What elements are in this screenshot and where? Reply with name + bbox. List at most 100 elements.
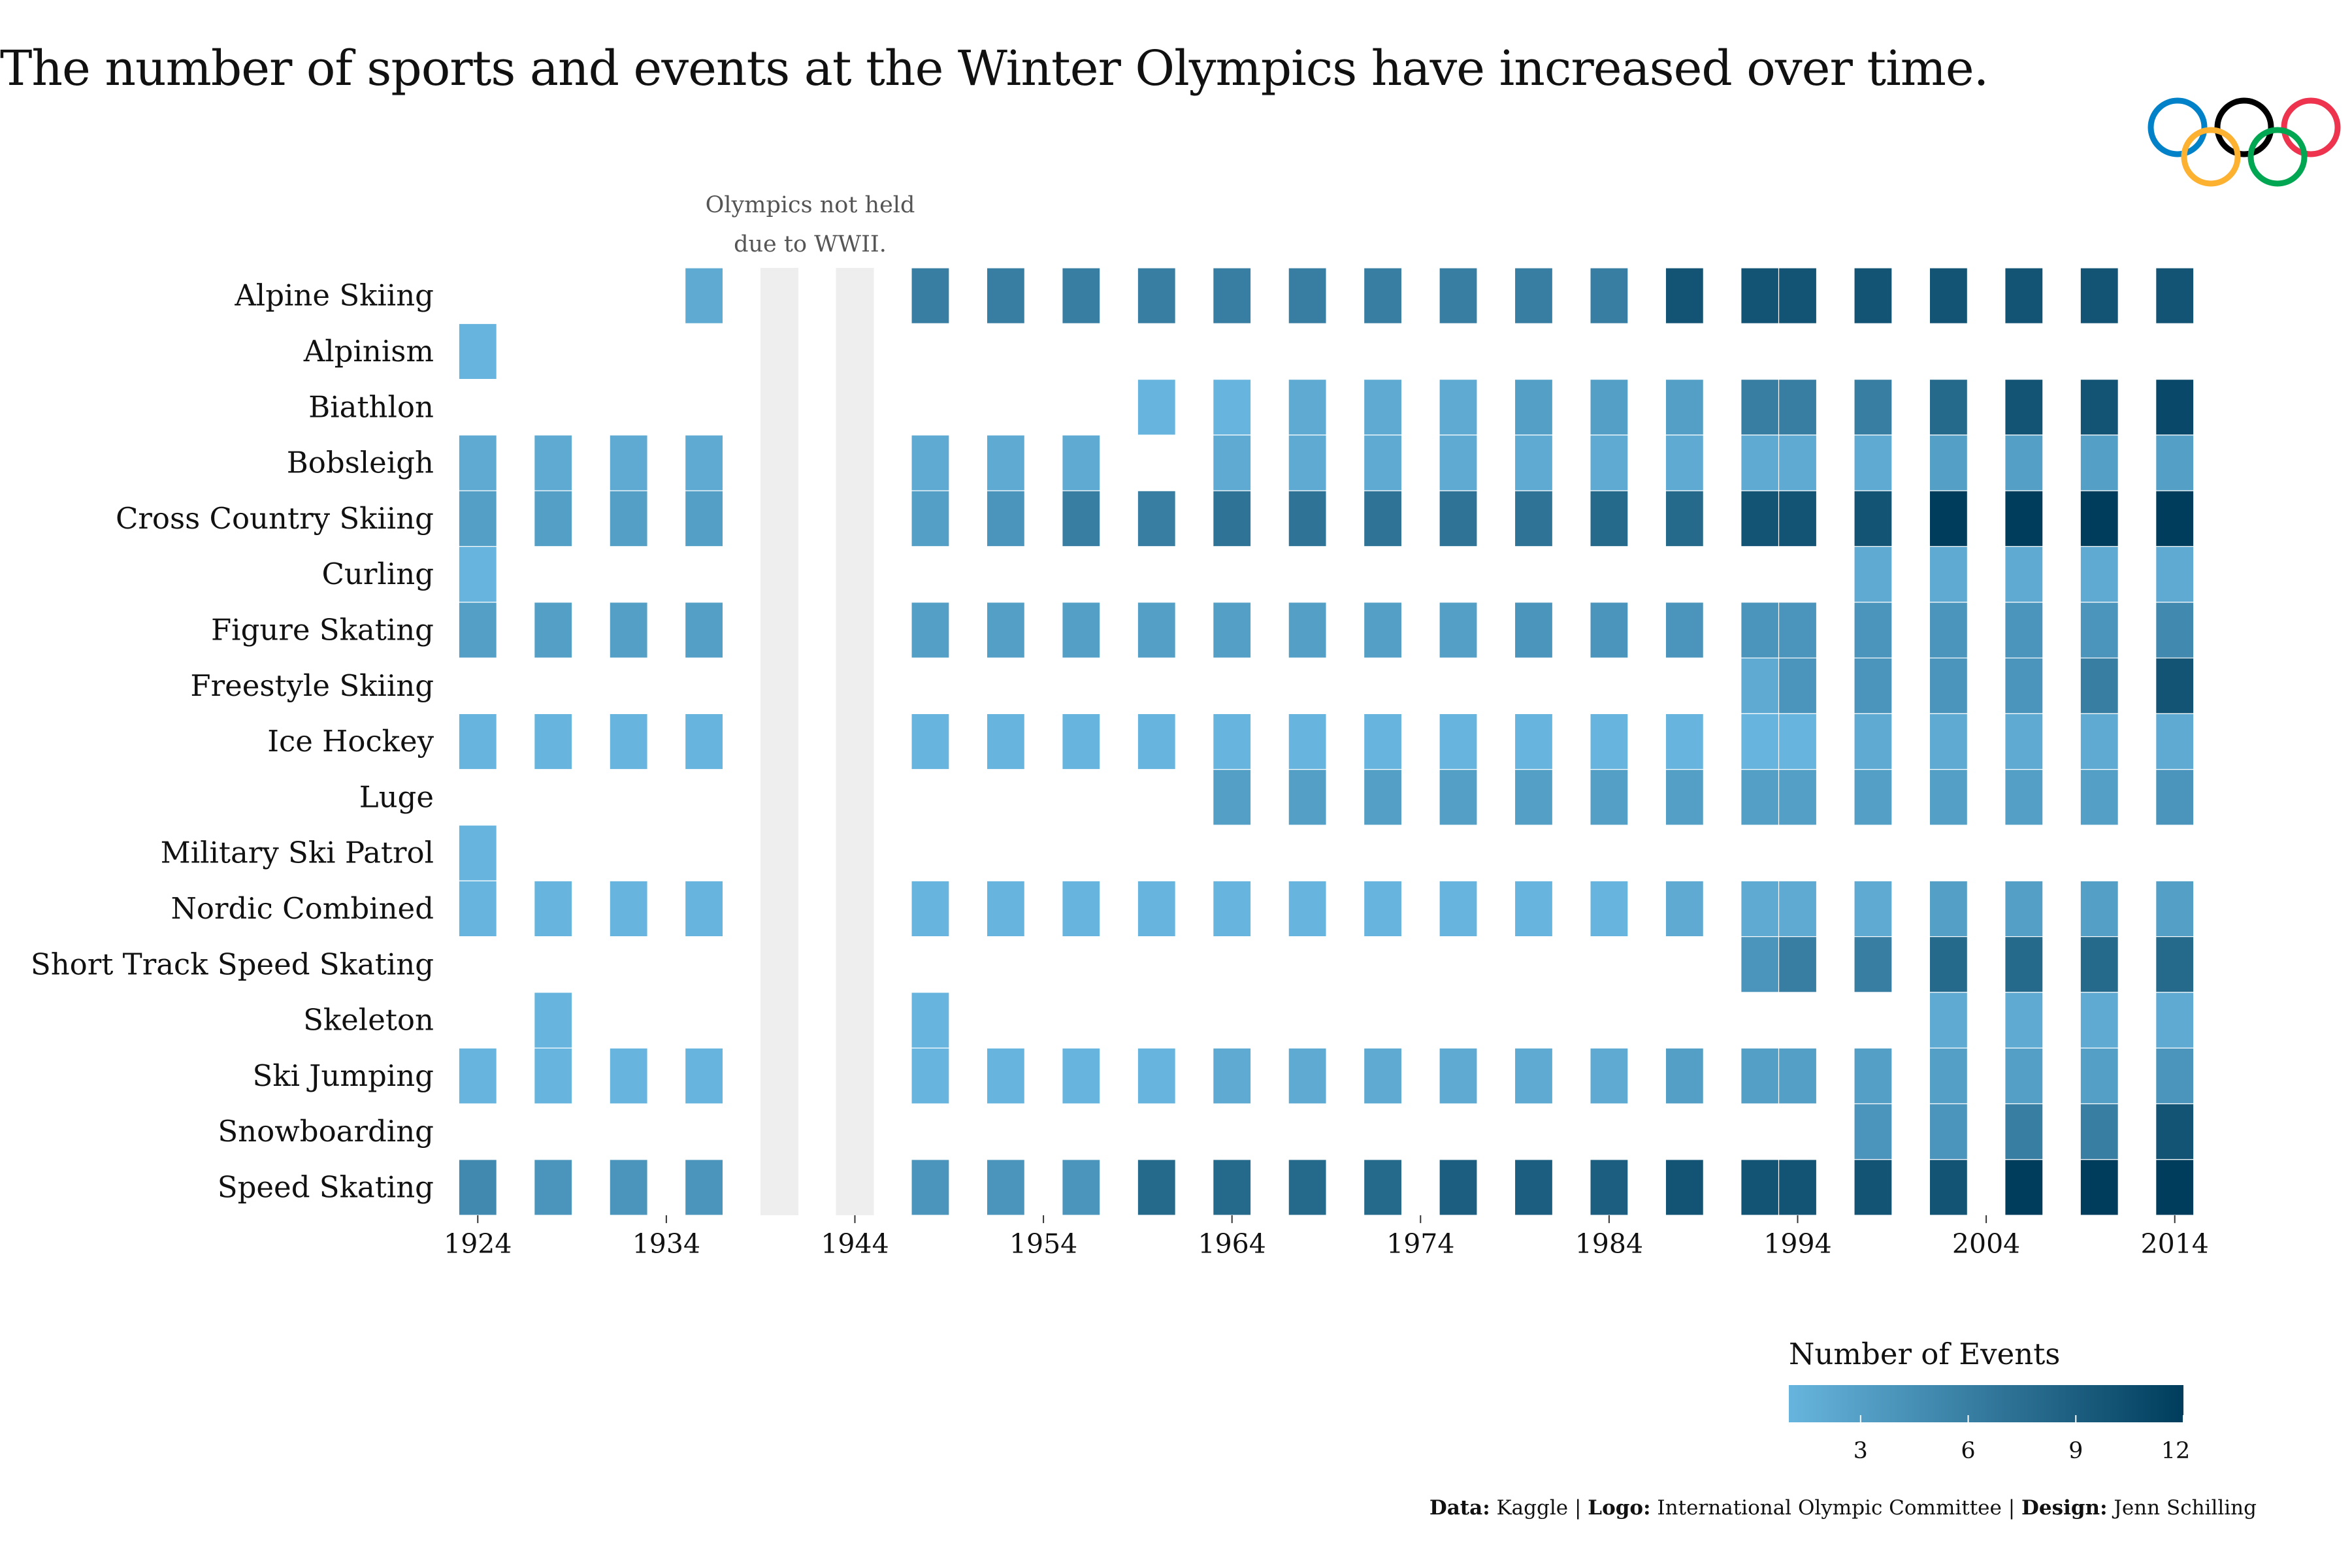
heatmap-tile: [1778, 378, 1818, 436]
heatmap-tile: [2155, 992, 2195, 1049]
heatmap-tile: [1778, 880, 1818, 938]
heatmap-tile: [1288, 602, 1327, 659]
legend-tick-label: 9: [2068, 1438, 2083, 1464]
heatmap-tile: [986, 1047, 1025, 1105]
heatmap-tile: [1665, 267, 1704, 324]
heatmap-tile: [1929, 1047, 1968, 1105]
heatmap-tile: [1854, 1103, 1893, 1160]
heatmap-tile: [1439, 378, 1478, 436]
heatmap-tile: [534, 434, 573, 491]
heatmap-tile: [2004, 1103, 2044, 1160]
heatmap-tile: [1213, 602, 1252, 659]
ring-yellow: [2181, 127, 2241, 187]
heatmap-tile: [2155, 880, 2195, 938]
heatmap-tile: [2004, 490, 2044, 547]
source-caption: Data: Kaggle | Logo: International Olymp…: [1429, 1496, 2257, 1520]
heatmap-tile: [2004, 546, 2044, 603]
heatmap-tile: [1439, 769, 1478, 826]
heatmap-tile: [2004, 880, 2044, 938]
heatmap-tile: [911, 434, 950, 491]
heatmap-tile: [1363, 490, 1403, 547]
x-tick-label: 1934: [632, 1228, 700, 1260]
caption-data-value: Kaggle: [1496, 1496, 1569, 1520]
caption-data-label: Data:: [1429, 1496, 1490, 1520]
x-tick-label: 1984: [1575, 1228, 1643, 1260]
heatmap-tile: [1213, 434, 1252, 491]
heatmap-tile: [2080, 936, 2119, 993]
heatmap-tile: [1137, 378, 1176, 436]
chart-title: The number of sports and events at the W…: [0, 41, 1989, 97]
heatmap-tile: [1137, 1047, 1176, 1105]
heatmap-tile: [2004, 378, 2044, 436]
heatmap-tile: [2004, 1159, 2044, 1216]
color-legend: 3 6 9 12: [1789, 1385, 2191, 1464]
heatmap-tile: [1929, 434, 1968, 491]
heatmap-tile: [2155, 602, 2195, 659]
heatmap-tile: [1778, 490, 1818, 547]
heatmap-tile: [986, 602, 1025, 659]
heatmap-tile: [2155, 490, 2195, 547]
sport-label: Bobsleigh: [287, 446, 434, 480]
heatmap-tile: [1514, 1159, 1554, 1216]
heatmap-tile: [2080, 490, 2119, 547]
heatmap-tile: [1929, 1103, 1968, 1160]
caption-separator: |: [1574, 1496, 1582, 1520]
heatmap-tile: [1740, 378, 1780, 436]
sport-label: Snowboarding: [218, 1114, 434, 1149]
x-tick-label: 1964: [1198, 1228, 1266, 1260]
heatmap-tile: [911, 880, 950, 938]
heatmap-tile: [1062, 880, 1101, 938]
heatmap-tile: [1929, 546, 1968, 603]
x-tick-label: 2014: [2141, 1228, 2209, 1260]
heatmap-tile: [2080, 267, 2119, 324]
heatmap-tile: [458, 825, 497, 881]
heatmap-tile: [1929, 657, 1968, 714]
heatmap-tile: [1514, 378, 1554, 436]
heatmap-tile: [1778, 657, 1818, 714]
heatmap-tile: [2080, 378, 2119, 436]
caption-logo-label: Logo:: [1588, 1496, 1651, 1520]
heatmap-tile: [609, 1047, 648, 1105]
heatmap-tile: [2155, 713, 2195, 770]
heatmap-tile: [685, 713, 724, 770]
heatmap-tile: [1514, 713, 1554, 770]
heatmap-tile: [1363, 1047, 1403, 1105]
heatmap-tile: [1740, 657, 1780, 714]
heatmap-tile: [1929, 936, 1968, 993]
heatmap-tile: [911, 267, 950, 324]
heatmap-tile: [1213, 378, 1252, 436]
heatmap-tile: [1288, 880, 1327, 938]
heatmap-tile: [1665, 1159, 1704, 1216]
heatmap-tile: [986, 880, 1025, 938]
caption-design-label: Design:: [2021, 1496, 2108, 1520]
heatmap-tile: [986, 267, 1025, 324]
heatmap-tile: [1740, 880, 1780, 938]
heatmap-tiles: [458, 267, 2195, 1216]
legend-tick-label: 3: [1854, 1438, 1868, 1464]
heatmap-tile: [534, 490, 573, 547]
heatmap-tile: [2080, 713, 2119, 770]
heatmap-tile: [685, 490, 724, 547]
sport-label: Alpinism: [303, 334, 434, 368]
heatmap-tile: [2155, 657, 2195, 714]
heatmap-tile: [1590, 267, 1629, 324]
caption-design-value: Jenn Schilling: [2114, 1496, 2257, 1520]
heatmap-tile: [1363, 602, 1403, 659]
heatmap-tile: [1288, 769, 1327, 826]
heatmap-tile: [1854, 1159, 1893, 1216]
heatmap-tile: [1213, 1159, 1252, 1216]
heatmap-tile: [1062, 713, 1101, 770]
heatmap-tile: [1439, 880, 1478, 938]
heatmap-tile: [1288, 1159, 1327, 1216]
heatmap-tile: [1439, 1159, 1478, 1216]
heatmap-tile: [1778, 267, 1818, 324]
heatmap-tile: [2155, 1159, 2195, 1216]
legend-tick-label: 12: [2161, 1438, 2191, 1464]
heatmap-tile: [685, 1159, 724, 1216]
heatmap-tile: [911, 490, 950, 547]
heatmap-tile: [1439, 434, 1478, 491]
heatmap-tile: [1778, 713, 1818, 770]
heatmap-tile: [458, 602, 497, 659]
sport-label: Skeleton: [303, 1003, 434, 1037]
sport-label: Ski Jumping: [253, 1058, 434, 1093]
